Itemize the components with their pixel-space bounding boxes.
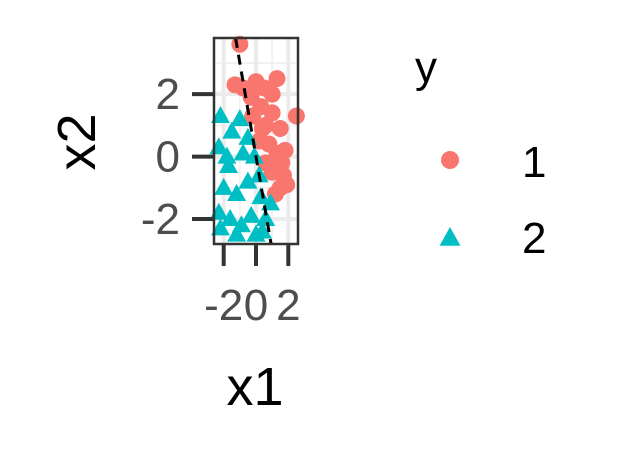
data-point-series-2 (214, 177, 234, 195)
data-point-series-1 (276, 141, 294, 159)
data-point-series-2 (244, 146, 264, 164)
data-point-series-2 (220, 209, 240, 227)
legend-key-1 (441, 151, 459, 169)
data-point-series-2 (256, 209, 276, 227)
data-point-series-2 (251, 187, 271, 205)
data-point-series-2 (217, 146, 237, 164)
data-point-series-1 (257, 154, 275, 172)
legend: y 12 (415, 43, 546, 263)
data-point-series-1 (287, 107, 305, 125)
data-point-series-2 (219, 155, 239, 173)
data-point-series-2 (241, 205, 261, 223)
legend-entries: 12 (439, 138, 546, 263)
data-point-series-1 (253, 120, 271, 138)
x-tick-label: -2 (204, 281, 243, 330)
data-point-series-1 (271, 120, 289, 138)
points-group (209, 35, 305, 242)
reference-line-group (234, 38, 273, 244)
data-point-series-2 (227, 184, 247, 202)
data-point-series-1 (263, 85, 281, 103)
data-point-series-1 (278, 176, 296, 194)
y-tick-label: 2 (156, 70, 180, 119)
y-axis-title: x2 (47, 113, 107, 170)
reference-line (234, 38, 273, 244)
data-point-series-1 (268, 70, 286, 88)
data-point-series-2 (238, 171, 258, 189)
x-tick-label: 0 (244, 281, 268, 330)
legend-title: y (415, 43, 437, 92)
x-axis-title: x1 (226, 357, 283, 417)
data-point-series-2 (227, 224, 247, 242)
y-tick-label: 0 (156, 133, 180, 182)
data-point-series-2 (233, 143, 253, 161)
x-tick-label: 2 (276, 281, 300, 330)
data-point-series-1 (263, 104, 281, 122)
data-point-series-2 (210, 106, 230, 124)
axes-group: -202-2 0 2 (141, 70, 301, 330)
legend-key-2 (439, 227, 461, 246)
data-point-series-2 (222, 121, 242, 139)
legend-label-2: 2 (522, 214, 546, 263)
legend-label-1: 1 (522, 138, 546, 187)
data-point-series-2 (230, 109, 250, 127)
data-point-series-2 (252, 221, 272, 239)
data-point-series-2 (210, 218, 230, 236)
y-tick-label: -2 (141, 195, 180, 244)
